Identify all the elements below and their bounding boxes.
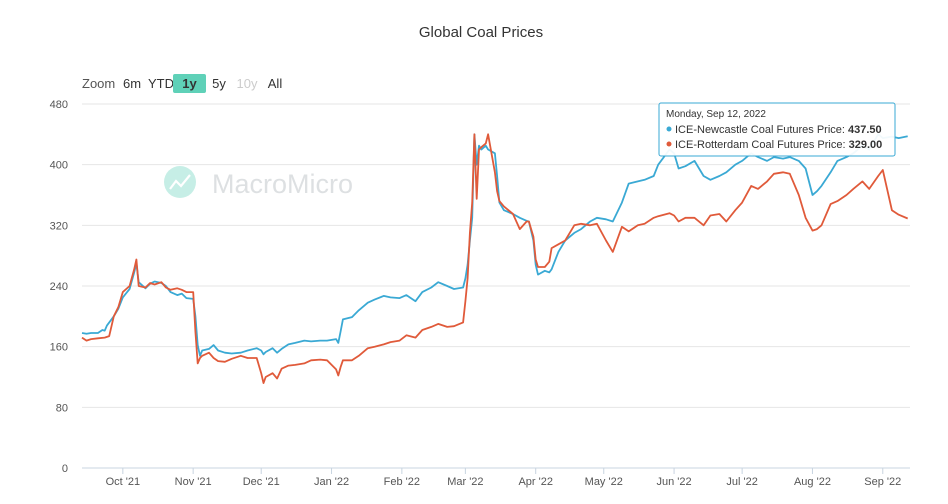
zoom-button-label: 6m (123, 76, 141, 91)
zoom-button-6m[interactable]: 6m (123, 76, 141, 91)
rotterdam-series-line (81, 133, 909, 384)
x-tick-label: Aug '22 (794, 476, 831, 488)
tooltip-series-value: 329.00 (849, 139, 883, 151)
x-tick-label: Nov '21 (175, 476, 212, 488)
tooltip-series-name: ICE-Rotterdam Coal Futures Price: (675, 139, 849, 151)
watermark-trend-icon (169, 174, 191, 190)
tooltip-series-marker (666, 126, 672, 132)
y-tick-label: 160 (50, 342, 68, 354)
zoom-button-5y[interactable]: 5y (212, 76, 226, 91)
watermark: MacroMicro (164, 166, 353, 199)
x-tick-label: Apr '22 (518, 476, 553, 488)
zoom-bar: Zoom 6m YTD 1y 5y 10y All (82, 74, 282, 93)
y-tick-label: 80 (56, 402, 68, 414)
tooltip-series-name: ICE-Newcastle Coal Futures Price: (675, 124, 848, 136)
chart-title: Global Coal Prices (419, 24, 543, 41)
y-tick-label: 240 (50, 281, 68, 293)
x-tick-label: Jun '22 (657, 476, 692, 488)
series-layer (81, 133, 909, 384)
watermark-logo-icon (164, 166, 196, 198)
watermark-text: MacroMicro (212, 169, 353, 199)
zoom-button-label: 5y (212, 76, 226, 91)
zoom-button-label: 10y (237, 76, 258, 91)
zoom-button-all[interactable]: All (268, 76, 283, 91)
x-tick-label: Jul '22 (726, 476, 757, 488)
tooltip-series-entry: ICE-Rotterdam Coal Futures Price: 329.00 (675, 139, 882, 151)
zoom-button-label: 1y (182, 76, 197, 91)
zoom-button-label: YTD (148, 76, 174, 91)
x-tick-label: Feb '22 (384, 476, 420, 488)
x-tick-label: Dec '21 (243, 476, 280, 488)
tooltip: Monday, Sep 12, 2022 ICE-Newcastle Coal F… (658, 102, 896, 157)
zoom-button-10y: 10y (237, 76, 258, 91)
y-tick-label: 320 (50, 220, 68, 232)
zoom-button-1y[interactable]: 1y (173, 74, 206, 93)
tooltip-date: Monday, Sep 12, 2022 (666, 109, 766, 120)
y-tick-label: 400 (50, 160, 68, 172)
zoom-label: Zoom (82, 76, 115, 91)
y-tick-label: 480 (50, 99, 68, 111)
tooltip-series-marker (666, 141, 672, 147)
y-tick-label: 0 (62, 463, 68, 475)
tooltip-series-value: 437.50 (848, 124, 882, 136)
zoom-button-label: All (268, 76, 283, 91)
x-tick-label: Oct '21 (106, 476, 141, 488)
tooltip-series-entry: ICE-Newcastle Coal Futures Price: 437.50 (675, 124, 882, 136)
x-tick-label: Jan '22 (314, 476, 349, 488)
tooltip-box (658, 102, 896, 157)
axis-layer: 0 80 160 240 320 400 480 Oct '21 Nov '21 Dec '21 J… (50, 99, 910, 488)
zoom-button-ytd[interactable]: YTD (148, 76, 174, 91)
x-tick-label: May '22 (585, 476, 623, 488)
x-tick-label: Sep '22 (864, 476, 901, 488)
x-tick-label: Mar '22 (447, 476, 483, 488)
zoom-button-highlight (173, 74, 206, 93)
